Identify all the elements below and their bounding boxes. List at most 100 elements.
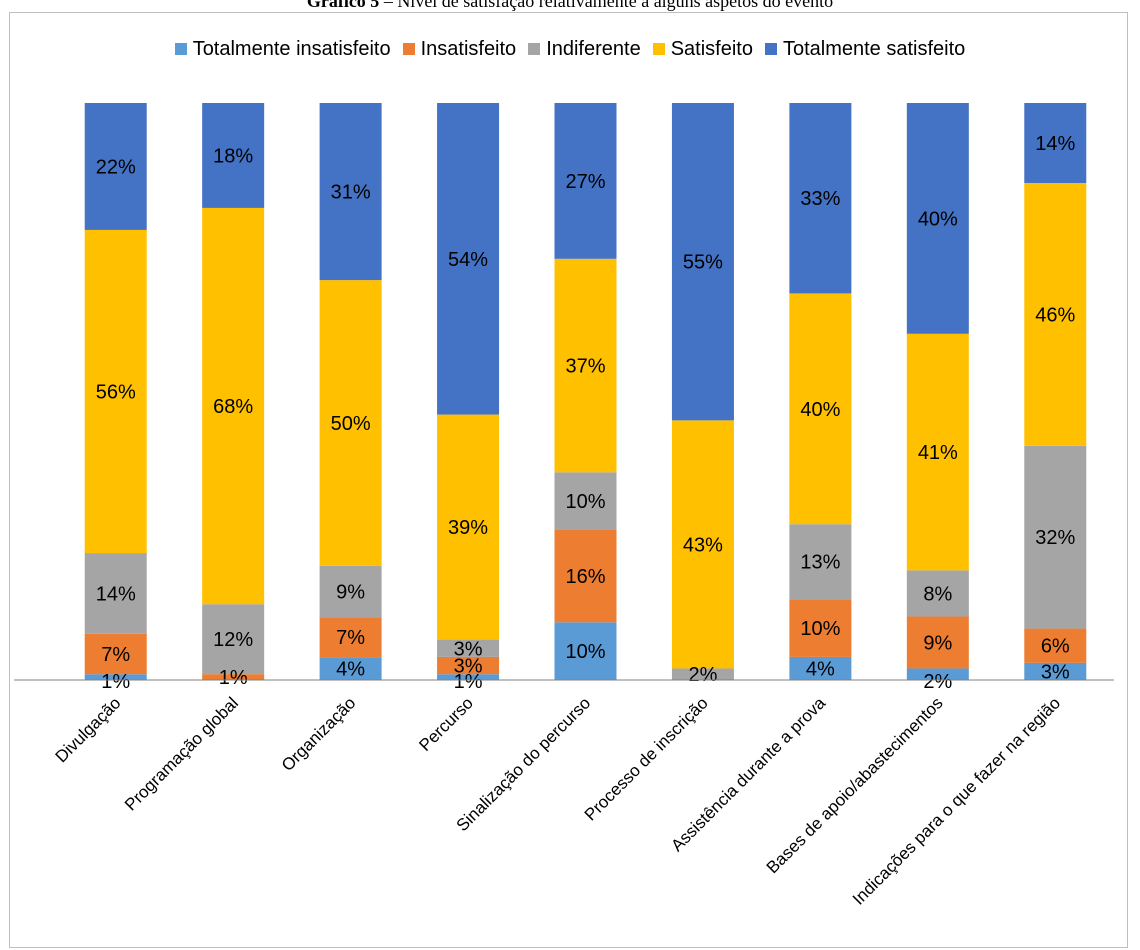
bar-segment bbox=[319, 103, 382, 281]
bar-segment bbox=[84, 229, 147, 554]
legend-label: Satisfeito bbox=[670, 38, 753, 60]
data-label: 55% bbox=[683, 252, 723, 274]
data-label: 2% bbox=[923, 671, 952, 693]
category-label: Programação global bbox=[121, 693, 242, 814]
bar-segment bbox=[789, 524, 852, 600]
bar-segment bbox=[554, 103, 617, 259]
bar-segment bbox=[202, 674, 265, 680]
legend-item: Totalmente insatisfeito bbox=[174, 38, 391, 61]
category-label: Sinalização do percurso bbox=[453, 693, 595, 835]
bar-segment bbox=[202, 604, 265, 675]
data-label: 2% bbox=[688, 664, 717, 686]
category-label: Indicações para o que fazer na região bbox=[849, 693, 1064, 908]
chart-title-text: – Nível de satisfação relativamente a al… bbox=[379, 0, 834, 11]
bar-segment bbox=[789, 656, 852, 680]
bar-segment bbox=[554, 622, 617, 680]
data-label: 40% bbox=[800, 399, 840, 421]
chart-title: Gráfico 5 – Nível de satisfação relativa… bbox=[0, 0, 1140, 12]
data-label: 39% bbox=[448, 517, 488, 539]
category-label: Organização bbox=[278, 693, 360, 775]
data-label: 3% bbox=[454, 638, 483, 660]
bar-segment bbox=[84, 633, 147, 675]
legend-label: Indiferente bbox=[546, 38, 641, 60]
chart-legend: Totalmente insatisfeito Insatisfeito Indif… bbox=[0, 38, 1140, 61]
data-label: 27% bbox=[565, 171, 605, 193]
legend-swatch bbox=[764, 43, 777, 55]
legend-swatch bbox=[174, 43, 187, 55]
bar-segment bbox=[554, 529, 617, 623]
bar-segment bbox=[671, 668, 734, 680]
bar-segment bbox=[789, 103, 852, 294]
data-label: 68% bbox=[213, 396, 253, 418]
bar-segment bbox=[554, 258, 617, 473]
data-label: 10% bbox=[800, 618, 840, 640]
data-label: 33% bbox=[800, 188, 840, 210]
legend-label: Insatisfeito bbox=[420, 38, 517, 60]
data-label: 41% bbox=[918, 442, 958, 464]
data-label: 14% bbox=[1035, 133, 1075, 155]
data-label: 32% bbox=[1035, 527, 1075, 549]
bar-segment bbox=[202, 103, 265, 208]
data-label: 37% bbox=[565, 356, 605, 378]
bar-segment bbox=[202, 207, 265, 605]
data-label: 31% bbox=[331, 182, 371, 204]
data-label: 9% bbox=[336, 581, 365, 603]
bar-segment bbox=[671, 420, 734, 669]
data-label: 1% bbox=[219, 667, 248, 689]
data-label: 43% bbox=[683, 534, 723, 556]
data-label: 6% bbox=[1041, 636, 1070, 658]
legend-item: Insatisfeito bbox=[402, 38, 517, 61]
data-label: 16% bbox=[565, 566, 605, 588]
data-label: 4% bbox=[806, 658, 835, 680]
bar-segment bbox=[319, 280, 382, 566]
bar-segment bbox=[789, 293, 852, 525]
bar-segment bbox=[319, 617, 382, 658]
bar-segment bbox=[789, 599, 852, 657]
bar-segment bbox=[437, 674, 500, 680]
bar-segment bbox=[906, 333, 969, 571]
chart-title-bold: Gráfico 5 bbox=[306, 0, 380, 11]
data-label: 1% bbox=[454, 671, 483, 693]
chart-title-strip: Gráfico 5 – Nível de satisfação relativa… bbox=[0, 0, 1140, 12]
legend-item: Totalmente satisfeito bbox=[764, 38, 965, 61]
bar-segment bbox=[671, 103, 734, 421]
legend-item: Satisfeito bbox=[652, 38, 753, 61]
bar-segment bbox=[84, 103, 147, 230]
bar-segment bbox=[319, 657, 382, 680]
data-label: 13% bbox=[800, 552, 840, 574]
category-label: Divulgação bbox=[52, 693, 125, 766]
bar-segment bbox=[437, 656, 500, 675]
data-label: 46% bbox=[1035, 304, 1075, 326]
legend-swatch bbox=[402, 43, 415, 55]
legend-label: Totalmente insatisfeito bbox=[192, 38, 391, 60]
data-label: 1% bbox=[101, 671, 130, 693]
legend-item: Indiferente bbox=[528, 38, 641, 61]
bar-segment bbox=[84, 553, 147, 634]
data-label: 7% bbox=[101, 644, 130, 666]
data-label: 14% bbox=[96, 583, 136, 605]
bar-segment bbox=[1024, 628, 1087, 663]
data-label: 9% bbox=[923, 633, 952, 655]
bar-segment bbox=[1024, 445, 1087, 629]
data-label: 3% bbox=[1041, 661, 1070, 683]
data-label: 7% bbox=[336, 627, 365, 649]
bar-segment bbox=[437, 103, 500, 415]
data-label: 54% bbox=[448, 249, 488, 271]
bar-segment bbox=[84, 674, 147, 680]
data-label: 8% bbox=[923, 583, 952, 605]
data-label: 18% bbox=[213, 145, 253, 167]
bar-segment bbox=[906, 668, 969, 680]
bar-segment bbox=[437, 639, 500, 657]
data-label: 12% bbox=[213, 629, 253, 651]
legend-swatch bbox=[528, 43, 541, 55]
bar-segment bbox=[906, 616, 969, 669]
data-label: 40% bbox=[918, 208, 958, 230]
data-label: 56% bbox=[96, 382, 136, 404]
data-label: 50% bbox=[331, 413, 371, 435]
bar-segment bbox=[1024, 182, 1087, 446]
data-label: 3% bbox=[454, 656, 483, 678]
bar-segment bbox=[319, 565, 382, 618]
legend-swatch bbox=[652, 43, 665, 55]
bar-segment bbox=[437, 414, 500, 640]
